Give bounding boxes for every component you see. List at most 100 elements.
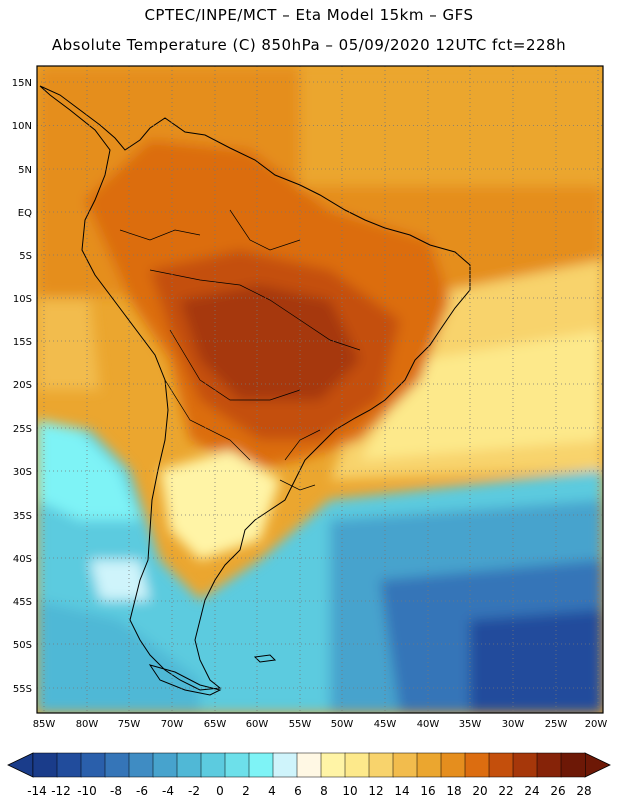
colorbar-label: -14 — [27, 784, 47, 798]
colorbar-swatch — [488, 752, 514, 778]
colorbar-swatch — [32, 752, 58, 778]
colorbar-label: -6 — [136, 784, 148, 798]
field-south-pacific — [37, 600, 200, 713]
colorbar-label: -12 — [51, 784, 71, 798]
colorbar-swatch — [56, 752, 82, 778]
lat-label: 30S — [13, 467, 32, 478]
field-patagonia-pale — [90, 560, 150, 600]
colorbar-label: 12 — [368, 784, 383, 798]
colorbar-label: 4 — [268, 784, 276, 798]
lat-label: 45S — [13, 597, 32, 608]
field-argentina-yellow — [160, 450, 280, 560]
colorbar-label: 20 — [472, 784, 487, 798]
field-pacific-lightcyan — [37, 420, 140, 520]
colorbar-label: 26 — [550, 784, 565, 798]
lon-label: 30W — [502, 719, 525, 730]
colorbar-swatch — [176, 752, 202, 778]
colorbar-swatch — [272, 752, 298, 778]
lat-label: 5N — [18, 165, 32, 176]
lat-label: 10S — [13, 294, 32, 305]
border-4 — [229, 209, 301, 251]
lat-label: 20S — [13, 380, 32, 391]
colorbar-label: 8 — [320, 784, 328, 798]
lon-label: 40W — [417, 719, 440, 730]
lat-label: 15N — [12, 78, 32, 89]
colorbar-swatch — [392, 752, 418, 778]
temperature-field — [37, 66, 603, 713]
lat-label: 25S — [13, 424, 32, 435]
lon-label: 35W — [459, 719, 482, 730]
coastline-falklands — [253, 654, 277, 663]
field-continent-hottest — [180, 285, 360, 400]
colorbar-label: -4 — [162, 784, 174, 798]
field-pacific-yellow — [37, 300, 100, 390]
colorbar-low-arrow — [7, 752, 34, 778]
lat-label: 40S — [13, 554, 32, 565]
colorbar-label: 2 — [242, 784, 250, 798]
colorbar-label: 18 — [446, 784, 461, 798]
border-2 — [169, 329, 301, 401]
colorbar-swatch — [128, 752, 154, 778]
country-borders — [119, 209, 361, 491]
colorbar-label: 0 — [216, 784, 224, 798]
colorbar-swatch — [224, 752, 250, 778]
colorbar-swatch — [296, 752, 322, 778]
coastline — [39, 85, 471, 696]
title-model: CPTEC/INPE/MCT – Eta Model 15km – GFS — [144, 6, 474, 24]
colorbar-label: 6 — [294, 784, 302, 798]
colorbar-label: 10 — [342, 784, 357, 798]
colorbar-swatch — [416, 752, 442, 778]
map-frame — [36, 65, 604, 714]
colorbar-swatch — [104, 752, 130, 778]
colorbar-swatch — [560, 752, 586, 778]
lon-axis: 85W 80W 75W 70W 65W 60W 55W 50W 45W 40W … — [33, 719, 608, 730]
lon-label: 20W — [585, 719, 608, 730]
lon-label: 80W — [76, 719, 99, 730]
colorbar-swatch — [80, 752, 106, 778]
field-south-atlantic-coldest — [470, 610, 603, 713]
colorbar-label: 24 — [524, 784, 539, 798]
coastline-tierra-del-fuego — [148, 664, 222, 696]
colorbar-swatch — [464, 752, 490, 778]
colorbar-swatch — [536, 752, 562, 778]
colorbar-swatches — [32, 752, 586, 778]
border-1 — [149, 269, 361, 351]
lat-axis: 15N 10N 5N EQ 5S 10S 15S 20S 25S 30S 35S… — [12, 78, 32, 695]
lon-label: 70W — [161, 719, 184, 730]
colorbar-high-arrow — [584, 752, 611, 778]
border-5 — [119, 229, 201, 241]
title-field: Absolute Temperature (C) 850hPa – 05/09/… — [51, 36, 567, 54]
colorbar-swatch — [320, 752, 346, 778]
colorbar-swatch — [152, 752, 178, 778]
coastline-continent — [39, 85, 471, 691]
colorbar: -14 -12 -10 -8 -6 -4 -2 0 2 4 6 8 10 12 … — [7, 752, 611, 798]
lon-label: 60W — [246, 719, 269, 730]
colorbar-swatch — [512, 752, 538, 778]
lat-label: 15S — [13, 337, 32, 348]
colorbar-label: 16 — [420, 784, 435, 798]
lat-label: 35S — [13, 511, 32, 522]
lat-label: 5S — [19, 251, 32, 262]
lon-label: 25W — [545, 719, 568, 730]
colorbar-swatch — [368, 752, 394, 778]
colorbar-swatch — [248, 752, 274, 778]
lat-label: 55S — [13, 684, 32, 695]
lat-label: 50S — [13, 640, 32, 651]
lat-label: EQ — [18, 208, 32, 219]
field-atlantic-north — [300, 66, 603, 186]
border-6 — [284, 429, 321, 461]
lon-label: 55W — [289, 719, 312, 730]
colorbar-label: -8 — [110, 784, 122, 798]
colorbar-label: 14 — [394, 784, 409, 798]
lon-label: 45W — [374, 719, 397, 730]
lon-label: 65W — [204, 719, 227, 730]
colorbar-label: -2 — [188, 784, 200, 798]
colorbar-swatch — [440, 752, 466, 778]
lon-label: 75W — [118, 719, 141, 730]
lon-label: 85W — [33, 719, 56, 730]
border-3 — [164, 379, 251, 461]
colorbar-label: -10 — [77, 784, 97, 798]
colorbar-label: 28 — [576, 784, 591, 798]
colorbar-swatch — [344, 752, 370, 778]
